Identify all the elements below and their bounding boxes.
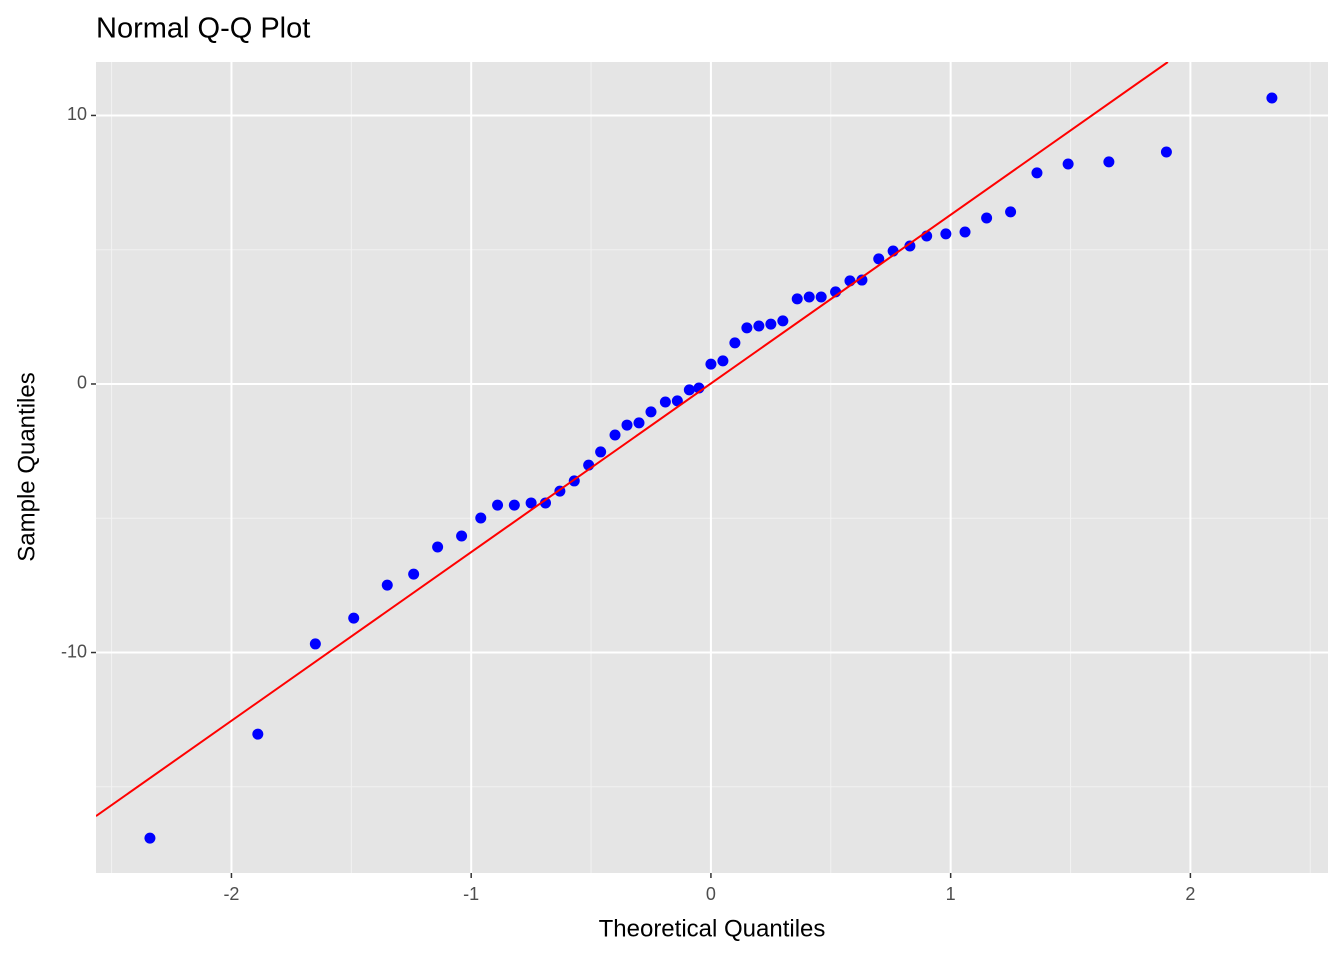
panel-background [96, 62, 1328, 873]
point [540, 497, 552, 509]
point [621, 419, 633, 431]
point [683, 384, 695, 396]
point [633, 417, 645, 429]
point [348, 612, 360, 624]
point [753, 320, 765, 332]
point [705, 358, 717, 370]
point [1031, 167, 1043, 179]
point [959, 226, 971, 238]
point [432, 541, 444, 553]
point [456, 530, 468, 542]
grid [96, 62, 1328, 873]
x-tick-label: -1 [463, 884, 479, 904]
point [729, 337, 741, 349]
point [1005, 206, 1017, 218]
point [1062, 158, 1074, 170]
point [645, 406, 657, 418]
marks [96, 62, 1278, 844]
point [765, 318, 777, 330]
point [671, 395, 683, 407]
point [508, 499, 520, 511]
point [1266, 92, 1278, 104]
chart-title: Normal Q-Q Plot [96, 13, 310, 45]
point [144, 832, 156, 844]
point [815, 291, 827, 303]
point [595, 446, 607, 458]
x-tick-label: 2 [1185, 884, 1195, 904]
point [741, 322, 753, 334]
point [408, 568, 420, 580]
point [252, 728, 264, 740]
x-tick-label: -2 [223, 884, 239, 904]
point [791, 293, 803, 305]
point [904, 240, 916, 252]
point [492, 499, 504, 511]
y-axis-label: Sample Quantiles [13, 372, 40, 561]
point [717, 355, 729, 367]
y-tick-label: 0 [77, 373, 87, 393]
point [803, 291, 815, 303]
point [856, 274, 868, 286]
point [659, 396, 671, 408]
x-tick-label: 1 [946, 884, 956, 904]
x-tick-label: 0 [706, 884, 716, 904]
x-axis-label: Theoretical Quantiles [599, 915, 826, 942]
y-tick-label: 10 [67, 104, 87, 124]
point [1103, 156, 1115, 168]
point [873, 253, 885, 265]
y-tick-label: -10 [61, 641, 87, 661]
point [1160, 146, 1172, 158]
point [525, 497, 537, 509]
point [475, 512, 487, 524]
point [309, 638, 321, 650]
point [981, 212, 993, 224]
reference-line [96, 62, 1169, 817]
point [609, 429, 621, 441]
point [381, 579, 393, 591]
point [940, 228, 952, 240]
point [777, 315, 789, 327]
